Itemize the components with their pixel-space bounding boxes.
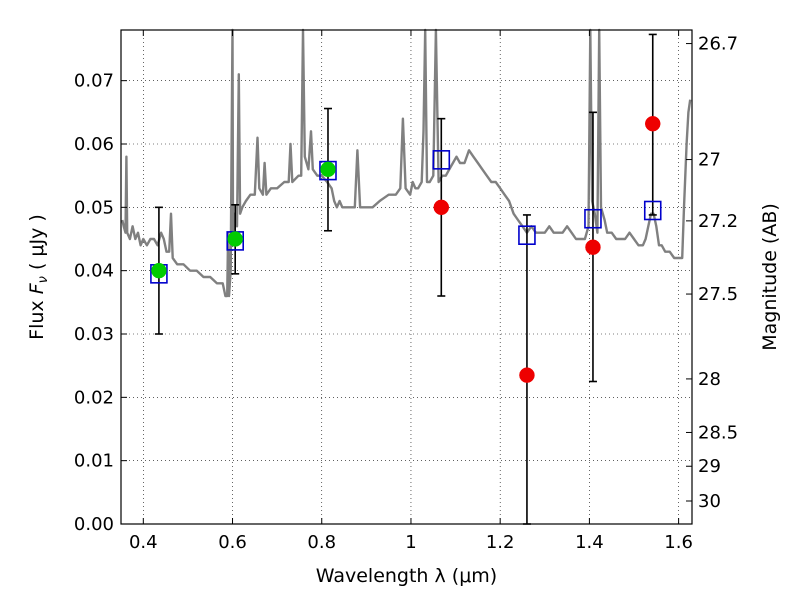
tick-labels: 0.4 0.6 0.8 1 1.2 1.4 1.6 0.00 0.01 0.02 0.03 0.04 0… xyxy=(74,34,738,553)
y2-tick-label: 27.5 xyxy=(698,284,738,305)
x-tick-label: 1 xyxy=(405,532,416,553)
y2-tick-label: 30 xyxy=(698,491,721,512)
y-axis-title-prefix: Flux xyxy=(26,294,48,340)
x-tick-label: 1.2 xyxy=(486,532,515,553)
y2-tick-label: 26.7 xyxy=(698,34,738,55)
y2-tick-label: 27.2 xyxy=(698,211,738,232)
y-tick-label: 0.01 xyxy=(74,451,114,472)
model-square-marker xyxy=(518,225,536,245)
upper-limit-point xyxy=(433,199,450,216)
plot-frame xyxy=(120,29,693,525)
detection-point xyxy=(320,161,336,178)
x-axis-title: Wavelength λ (μm) xyxy=(316,565,497,587)
y-axis-title-suffix: ( μJy ) xyxy=(26,214,48,276)
axis-ticks xyxy=(121,30,692,525)
x-tick-label: 0.6 xyxy=(218,532,247,553)
y2-axis-title: Magnitude (AB) xyxy=(759,203,781,351)
detection-point xyxy=(151,262,167,279)
y2-tick-label: 27 xyxy=(698,150,721,171)
model-square-marker xyxy=(432,150,451,170)
model-square-marker xyxy=(584,208,602,229)
x-tick-label: 1.4 xyxy=(575,532,604,553)
x-tick-label: 0.4 xyxy=(129,532,158,553)
y2-tick-label: 28.5 xyxy=(698,422,738,443)
spectrum-series xyxy=(121,28,692,298)
y-tick-label: 0.06 xyxy=(74,134,114,155)
detection-point xyxy=(227,231,243,247)
y-tick-label: 0.04 xyxy=(74,261,114,282)
upper-limit-point xyxy=(519,367,535,383)
y-tick-label: 0.00 xyxy=(74,514,114,535)
data-markers xyxy=(150,115,662,383)
y-tick-label: 0.07 xyxy=(74,71,114,92)
x-tick-label: 1.6 xyxy=(664,532,693,553)
y-axis-title: Flux Fν ( μJy ) xyxy=(26,214,51,340)
upper-limit-point xyxy=(644,115,661,132)
y2-tick-label: 28 xyxy=(698,369,721,390)
model-square-marker xyxy=(643,200,662,221)
y-axis-title-symbol: F xyxy=(26,282,48,294)
y-axis-title-subscript: ν xyxy=(36,276,51,283)
upper-limit-point xyxy=(585,239,601,255)
y2-tick-label: 29 xyxy=(698,456,721,477)
x-tick-label: 0.8 xyxy=(307,532,336,553)
spectrum-line xyxy=(121,28,692,298)
y-tick-label: 0.03 xyxy=(74,324,114,345)
y-tick-label: 0.02 xyxy=(74,387,114,408)
y-tick-label: 0.05 xyxy=(74,197,114,218)
